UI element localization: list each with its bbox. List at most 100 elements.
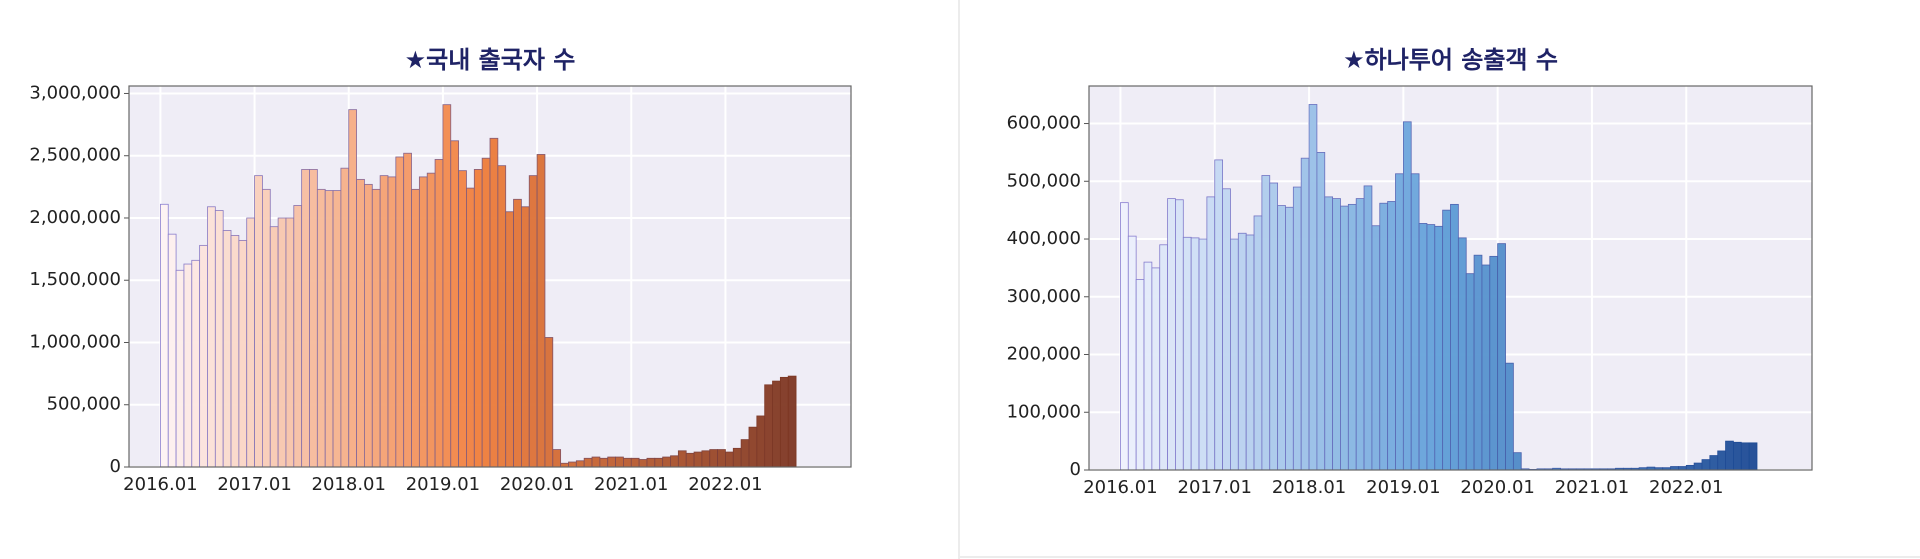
x-tick-label: 2021.01	[594, 474, 668, 495]
bar	[607, 456, 616, 468]
bar	[575, 460, 585, 468]
bar	[364, 183, 373, 468]
bar	[285, 217, 295, 468]
bar	[1725, 440, 1734, 471]
bar	[764, 384, 773, 468]
x-tick-label: 2017.01	[217, 474, 291, 495]
bar	[1308, 104, 1318, 471]
y-tick-label: 100,000	[1007, 401, 1081, 422]
bar	[599, 457, 609, 468]
bar	[1740, 442, 1750, 471]
bar	[411, 188, 420, 468]
bar	[1481, 264, 1491, 471]
y-tick-label: 1,500,000	[29, 269, 121, 290]
bar	[340, 167, 350, 468]
bar	[544, 337, 554, 468]
bar	[175, 269, 185, 468]
bar	[324, 190, 334, 468]
bar	[1379, 202, 1389, 471]
bar	[387, 176, 397, 468]
bar	[214, 210, 224, 468]
bar	[269, 226, 279, 468]
bar	[332, 190, 342, 468]
bar	[1442, 209, 1451, 471]
bar	[1127, 235, 1137, 471]
bar	[1450, 203, 1459, 471]
bar	[693, 451, 703, 468]
bar	[505, 211, 514, 468]
bar	[670, 455, 679, 468]
bar	[520, 206, 530, 468]
y-tick-label: 1,000,000	[29, 331, 121, 352]
bar	[1457, 237, 1467, 471]
bar	[1292, 186, 1302, 471]
bar	[183, 263, 193, 468]
bar	[685, 452, 695, 468]
bar	[1135, 279, 1145, 471]
bar	[1387, 201, 1396, 471]
bar	[1277, 205, 1286, 471]
bar	[1269, 182, 1279, 471]
bar	[552, 449, 562, 468]
x-tick-label: 2018.01	[312, 474, 386, 495]
bar	[1300, 157, 1310, 471]
bar	[1347, 203, 1357, 471]
bar	[426, 172, 436, 468]
bar	[1709, 455, 1719, 471]
x-tick-label: 2018.01	[1272, 477, 1346, 498]
bar	[677, 450, 687, 468]
bar	[1324, 196, 1334, 471]
bar	[1473, 254, 1483, 471]
bar	[1402, 121, 1412, 471]
x-tick-label: 2016.01	[1083, 477, 1157, 498]
y-tick-label: 2,000,000	[29, 207, 121, 228]
bar	[1685, 464, 1695, 471]
bar	[497, 165, 507, 468]
bar	[450, 140, 460, 468]
bar	[1167, 198, 1176, 471]
bar	[309, 169, 318, 468]
bar	[717, 449, 726, 468]
x-tick-label: 2022.01	[688, 474, 762, 495]
bar	[254, 175, 263, 468]
bar	[230, 235, 240, 468]
x-tick-label: 2022.01	[1649, 477, 1723, 498]
bar	[1332, 198, 1341, 471]
bar	[1253, 215, 1263, 471]
x-tick-label: 2020.01	[500, 474, 574, 495]
x-tick-label: 2021.01	[1555, 477, 1629, 498]
bar	[772, 380, 781, 468]
x-tick-label: 2019.01	[1366, 477, 1440, 498]
bar	[630, 457, 640, 468]
bar	[615, 456, 624, 468]
bar	[191, 259, 201, 468]
bar	[740, 439, 750, 468]
bar	[371, 188, 381, 468]
bar	[1316, 152, 1326, 471]
bar	[1505, 362, 1514, 471]
bar	[756, 415, 766, 468]
bar	[1214, 159, 1223, 471]
y-tick-label: 3,000,000	[29, 82, 121, 103]
bar	[1182, 236, 1192, 471]
bar	[654, 457, 664, 468]
bar	[779, 376, 789, 468]
bar	[473, 169, 483, 468]
chart-title: ★하나투어 송출객 수	[1343, 46, 1558, 74]
bar	[403, 152, 412, 468]
bar	[1198, 238, 1208, 471]
bar	[1175, 199, 1184, 471]
y-tick-label: 0	[1070, 459, 1081, 480]
bar	[434, 159, 444, 468]
bar	[1418, 223, 1428, 471]
bar	[1512, 452, 1522, 471]
bar	[301, 169, 310, 468]
bar	[1222, 188, 1231, 471]
y-tick-label: 400,000	[1007, 228, 1081, 249]
bar	[787, 375, 797, 468]
bar	[1237, 232, 1247, 471]
bar	[293, 205, 303, 468]
bar	[1693, 462, 1703, 471]
bar	[623, 457, 632, 468]
